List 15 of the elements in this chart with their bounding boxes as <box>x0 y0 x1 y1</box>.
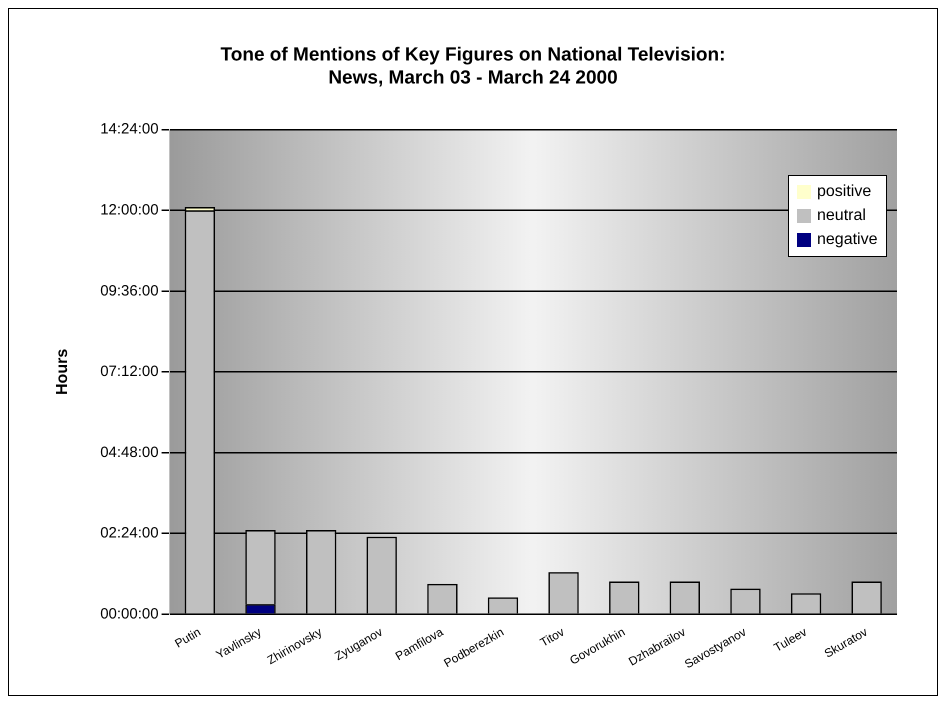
y-tick-label: 12:00:00 <box>100 202 159 219</box>
x-tick-label: Titov <box>538 624 567 650</box>
y-tick-label: 00:00:00 <box>100 605 159 622</box>
y-tick-label: 07:12:00 <box>100 363 159 380</box>
y-axis-title: Hours <box>54 348 72 396</box>
legend-label: neutral <box>817 206 866 226</box>
text: News, March 03 - March 24 2000 <box>328 67 618 88</box>
y-tick-label: 14:24:00 <box>100 120 159 138</box>
legend-label: negative <box>817 230 878 250</box>
y-tick-label: 02:24:00 <box>100 524 159 542</box>
text: Tone of Mentions of Key Figures on National Television: <box>220 44 726 66</box>
x-tick-label: Putin <box>172 624 204 651</box>
y-tick-label: 09:36:00 <box>100 282 159 300</box>
y-tick-label: 04:48:00 <box>100 444 159 461</box>
legend-label: positive <box>817 182 872 202</box>
